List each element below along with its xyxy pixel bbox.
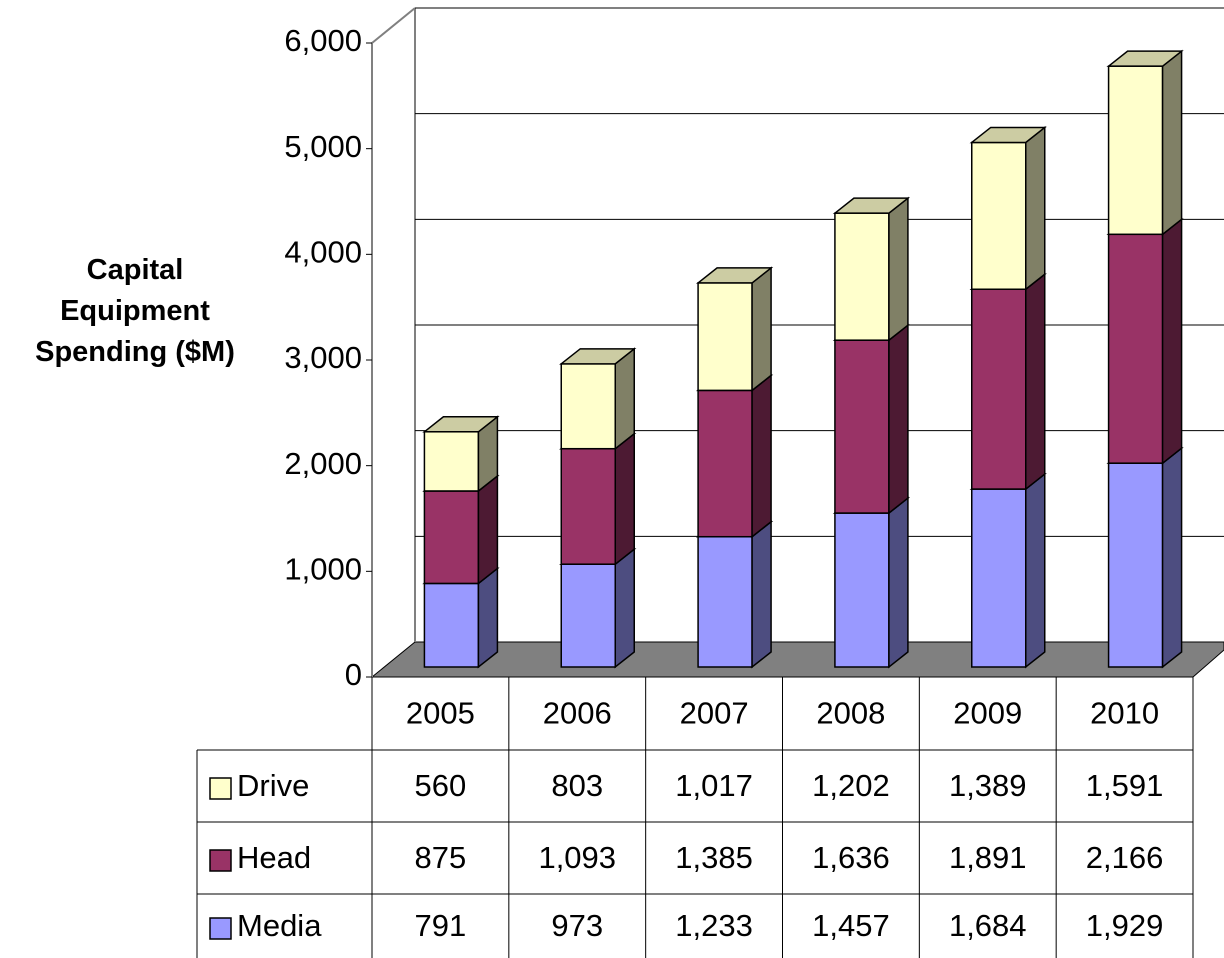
table-value: 1,591 (1086, 768, 1164, 803)
x-tick-label: 2010 (1090, 696, 1159, 731)
bar-side (1161, 49, 1183, 236)
bar-segment (834, 339, 890, 514)
table-value: 1,385 (675, 840, 753, 875)
table-value: 875 (415, 840, 467, 875)
legend-label: Media (237, 908, 322, 943)
bar-segment (560, 563, 616, 668)
y-tick-label: 6,000 (284, 23, 362, 58)
bar-segment (971, 141, 1027, 290)
table-value: 803 (551, 768, 603, 803)
bar-segment (560, 363, 616, 450)
bar-side (888, 196, 909, 342)
bar-segment (834, 212, 890, 341)
bar-side (751, 520, 772, 669)
bar-top (422, 416, 500, 433)
y-label-box: Capital Equipment Spending ($M) (35, 254, 235, 369)
y-tick-label: 2,000 (284, 446, 362, 481)
bar-segment (1107, 462, 1164, 668)
bar-side (888, 323, 909, 515)
bar-segment (971, 288, 1027, 490)
table-value: 1,202 (812, 768, 890, 803)
table-value: 1,457 (812, 908, 890, 943)
table-value: 791 (415, 908, 467, 943)
legend-swatch (209, 849, 232, 872)
bar-side (1161, 446, 1183, 669)
bar-side (1025, 272, 1046, 491)
bar-top (559, 348, 637, 365)
bar-side (477, 566, 499, 669)
legend-swatch (209, 777, 232, 800)
y-tick-label: 0 (345, 657, 362, 692)
bar-side (614, 347, 635, 451)
bar-segment (697, 389, 753, 538)
table-value: 1,684 (949, 908, 1027, 943)
floor (370, 641, 1224, 678)
bar-side (614, 432, 635, 566)
y-axis-label: Capital Equipment Spending ($M) (35, 254, 235, 369)
bar-segment (1107, 233, 1164, 464)
y-tick-label: 1,000 (284, 552, 362, 587)
bar-segment (834, 512, 890, 668)
bar-side (1025, 472, 1046, 669)
legend-label: Head (237, 840, 311, 875)
bar-top (695, 267, 774, 284)
table-value: 1,093 (538, 840, 616, 875)
bar-segment (971, 488, 1027, 668)
table-value: 1,233 (675, 908, 753, 943)
bar-segment (560, 447, 616, 565)
y-tick-label: 5,000 (284, 129, 362, 164)
y-tick-label: 4,000 (284, 235, 362, 270)
table-value: 560 (415, 768, 467, 803)
bar-side (751, 373, 772, 539)
y-tick-label: 3,000 (284, 340, 362, 375)
x-tick-label: 2008 (816, 696, 885, 731)
table-value: 1,389 (949, 768, 1027, 803)
side-wall-top (371, 7, 416, 44)
table-value: 973 (551, 908, 603, 943)
bar-segment (697, 535, 753, 668)
legend-swatch (209, 917, 232, 940)
table-value: 1,017 (675, 768, 753, 803)
x-tick-label: 2009 (953, 696, 1022, 731)
table-value: 1,636 (812, 840, 890, 875)
bar-top (969, 126, 1047, 144)
x-tick-label: 2006 (543, 696, 612, 731)
table-value: 1,929 (1086, 908, 1164, 943)
bar-segment (1107, 65, 1164, 236)
x-tick-label: 2005 (406, 696, 475, 731)
bar-side (614, 547, 635, 669)
bar-segment (423, 582, 480, 668)
bar-top (832, 197, 911, 214)
bar-side (477, 474, 499, 585)
bar-side (888, 496, 909, 669)
table-value: 1,891 (949, 840, 1027, 875)
bar-segment (423, 431, 480, 492)
bar-segment (423, 490, 480, 585)
bar-side (751, 266, 772, 392)
legend-label: Drive (237, 768, 309, 803)
bar-side (1161, 217, 1183, 465)
bar-top (1106, 50, 1184, 67)
table-value: 2,166 (1086, 840, 1164, 875)
bar-segment (697, 282, 753, 392)
bar-side (1025, 125, 1046, 291)
x-tick-label: 2007 (680, 696, 749, 731)
